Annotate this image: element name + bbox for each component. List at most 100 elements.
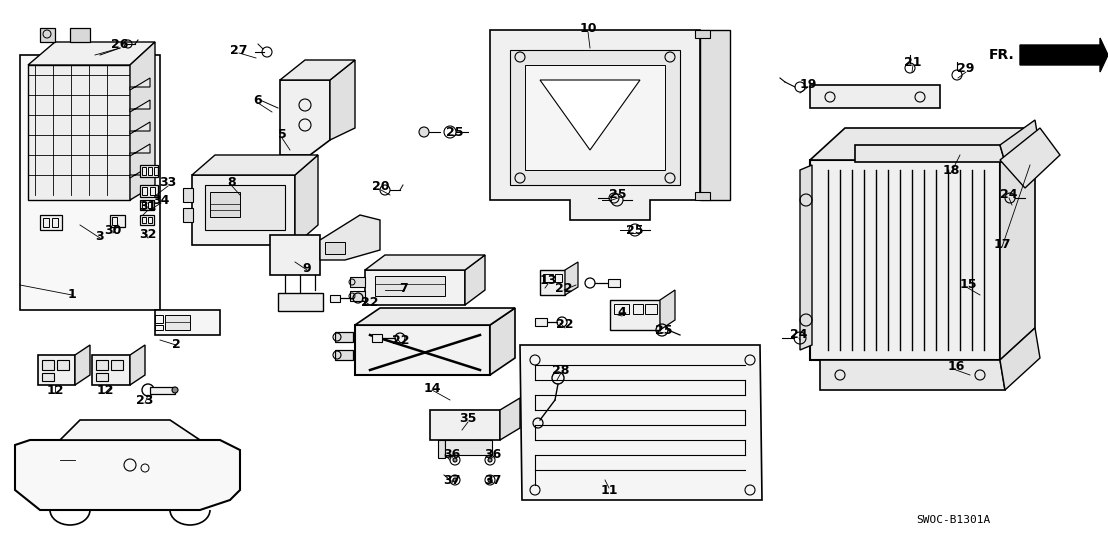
Text: 10: 10 [579, 22, 597, 34]
Polygon shape [130, 144, 150, 156]
Bar [695, 30, 710, 38]
Text: 28: 28 [552, 363, 570, 377]
Polygon shape [365, 255, 485, 270]
Bar [335, 332, 353, 342]
Polygon shape [130, 100, 150, 112]
Text: 6: 6 [254, 94, 263, 106]
Text: 31: 31 [140, 201, 156, 213]
Text: 11: 11 [601, 484, 618, 496]
Bar [140, 200, 154, 210]
Text: 22: 22 [361, 296, 379, 310]
Polygon shape [520, 345, 762, 500]
Bar [148, 167, 152, 175]
Polygon shape [280, 80, 330, 155]
Bar [57, 360, 69, 370]
Bar [150, 387, 175, 394]
Polygon shape [60, 420, 201, 440]
Bar [154, 167, 158, 175]
Polygon shape [1001, 120, 1038, 162]
Bar [205, 185, 285, 230]
Text: 33: 33 [160, 177, 176, 189]
Bar [335, 350, 353, 360]
Text: 37: 37 [484, 474, 502, 486]
Circle shape [488, 478, 492, 482]
Polygon shape [540, 80, 640, 150]
Polygon shape [320, 215, 380, 260]
Bar [211, 192, 240, 217]
Bar [633, 304, 643, 314]
Bar [96, 373, 107, 381]
Bar [142, 217, 146, 223]
Polygon shape [20, 55, 160, 310]
Text: 17: 17 [993, 238, 1010, 250]
Polygon shape [800, 165, 812, 350]
Circle shape [172, 387, 178, 393]
Polygon shape [438, 440, 445, 458]
Text: 15: 15 [960, 279, 977, 291]
Text: 22: 22 [556, 319, 574, 331]
Bar [183, 188, 193, 202]
Bar [140, 165, 158, 177]
Bar [535, 318, 547, 326]
Text: 20: 20 [372, 179, 390, 192]
Polygon shape [810, 128, 1035, 160]
Polygon shape [130, 42, 155, 200]
Polygon shape [1001, 128, 1060, 188]
Polygon shape [270, 235, 320, 275]
Polygon shape [355, 308, 515, 325]
Polygon shape [660, 290, 675, 330]
Polygon shape [500, 398, 520, 440]
Text: FR.: FR. [989, 48, 1015, 62]
Bar [112, 217, 117, 225]
Polygon shape [40, 28, 55, 42]
Text: 2: 2 [172, 338, 181, 351]
Polygon shape [75, 345, 90, 385]
Bar [148, 202, 152, 208]
Circle shape [453, 478, 456, 482]
Text: 21: 21 [904, 55, 922, 69]
Bar [543, 274, 553, 282]
Text: 3: 3 [95, 229, 104, 243]
Circle shape [488, 458, 492, 462]
Polygon shape [295, 155, 318, 245]
Polygon shape [330, 60, 355, 140]
Polygon shape [130, 78, 150, 90]
Polygon shape [155, 310, 220, 335]
Polygon shape [280, 60, 355, 80]
Text: 1: 1 [68, 289, 76, 301]
Bar [40, 215, 62, 230]
Bar [350, 277, 365, 287]
Polygon shape [820, 360, 1005, 390]
Bar [555, 274, 562, 282]
Text: 24: 24 [1001, 188, 1018, 202]
Text: 24: 24 [790, 329, 808, 341]
Text: 9: 9 [302, 261, 311, 274]
Polygon shape [192, 175, 295, 245]
Text: 19: 19 [799, 78, 817, 90]
Text: 14: 14 [423, 382, 441, 394]
Bar [476, 440, 488, 450]
Text: 13: 13 [540, 274, 556, 288]
Bar [183, 208, 193, 222]
Text: 27: 27 [230, 44, 248, 57]
Polygon shape [28, 42, 155, 65]
Polygon shape [355, 325, 490, 375]
Polygon shape [38, 355, 75, 385]
Bar [142, 202, 146, 208]
Text: 35: 35 [460, 413, 476, 425]
Polygon shape [130, 345, 145, 385]
Polygon shape [565, 262, 578, 295]
Bar [42, 360, 54, 370]
Text: 30: 30 [104, 223, 122, 237]
Text: 18: 18 [942, 163, 960, 177]
Text: 8: 8 [227, 177, 236, 189]
Bar [325, 242, 345, 254]
Text: 16: 16 [947, 360, 965, 372]
Text: 36: 36 [443, 449, 461, 461]
Polygon shape [1001, 328, 1040, 390]
Bar [645, 304, 657, 314]
Polygon shape [540, 270, 565, 295]
Polygon shape [525, 65, 665, 170]
Polygon shape [130, 122, 150, 134]
Bar [150, 187, 155, 195]
